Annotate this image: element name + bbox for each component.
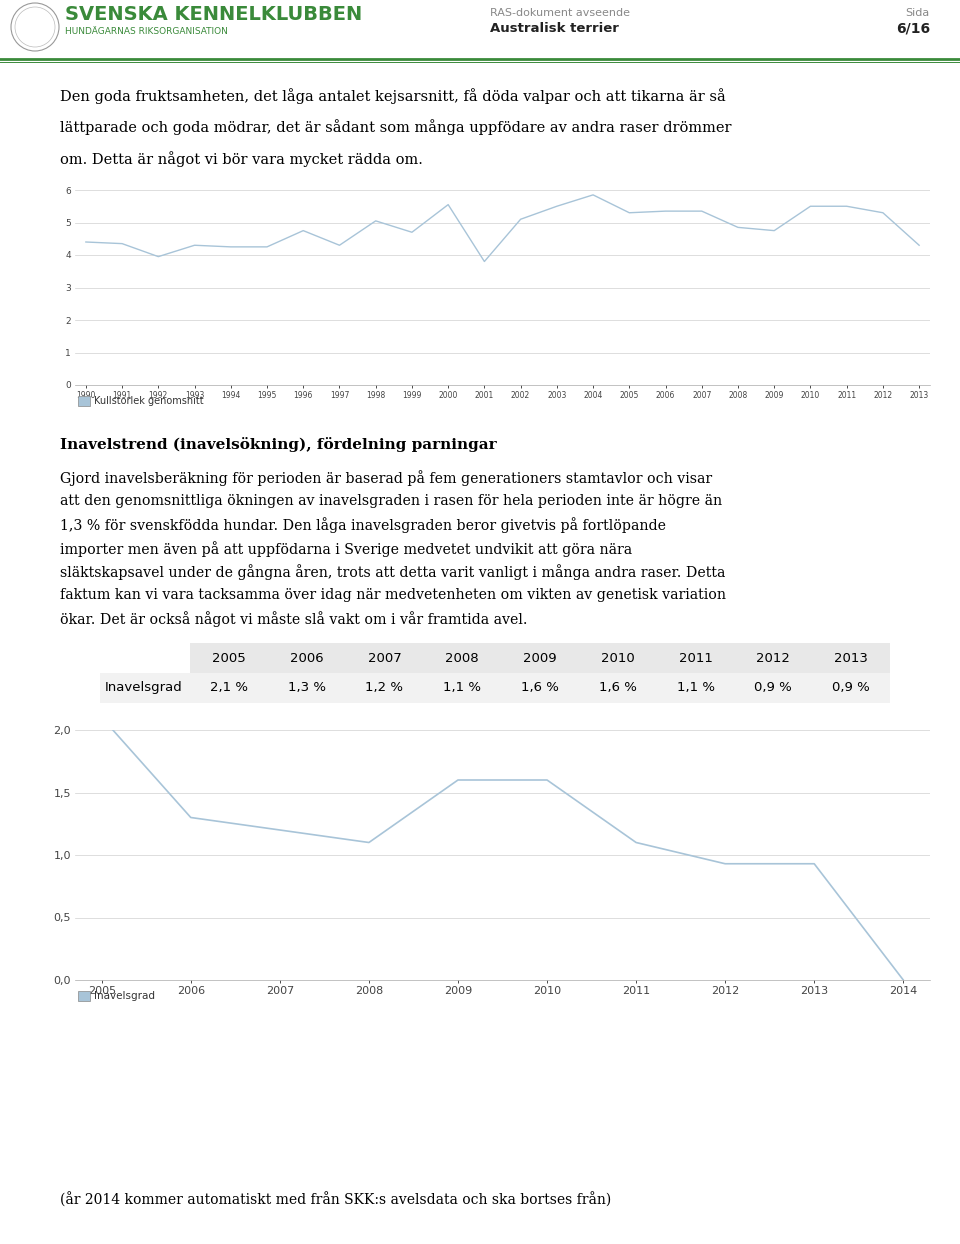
Text: släktskapsavel under de gångna åren, trots att detta varit vanligt i många andra: släktskapsavel under de gångna åren, tro… <box>60 565 726 580</box>
Text: 2005: 2005 <box>212 652 246 664</box>
Text: 2012: 2012 <box>756 652 790 664</box>
Text: 2,1 %: 2,1 % <box>210 682 248 694</box>
Text: ökar. Det är också något vi måste slå vakt om i vår framtida avel.: ökar. Det är också något vi måste slå va… <box>60 612 527 627</box>
Text: 2008: 2008 <box>445 652 479 664</box>
Text: Australisk terrier: Australisk terrier <box>490 22 619 36</box>
Text: att den genomsnittliga ökningen av inavelsgraden i rasen för hela perioden inte : att den genomsnittliga ökningen av inave… <box>60 494 722 508</box>
Bar <box>78 991 90 1001</box>
Text: 2011: 2011 <box>679 652 712 664</box>
Text: 2010: 2010 <box>601 652 635 664</box>
Text: Kullstorlek genomsnitt: Kullstorlek genomsnitt <box>94 396 204 406</box>
Bar <box>100 673 890 703</box>
Text: HUNDÄGARNAS RIKSORGANISATION: HUNDÄGARNAS RIKSORGANISATION <box>65 27 228 36</box>
Text: 1,6 %: 1,6 % <box>599 682 636 694</box>
Text: Inavelsgrad: Inavelsgrad <box>105 682 182 694</box>
Text: (år 2014 kommer automatiskt med från SKK:s avelsdata och ska bortses från): (år 2014 kommer automatiskt med från SKK… <box>60 1193 612 1208</box>
Text: Den goda fruktsamheten, det låga antalet kejsarsnitt, få döda valpar och att tik: Den goda fruktsamheten, det låga antalet… <box>60 88 726 103</box>
Text: 0,9 %: 0,9 % <box>755 682 792 694</box>
Text: om. Detta är något vi bör vara mycket rädda om.: om. Detta är något vi bör vara mycket rä… <box>60 152 422 167</box>
Text: 2013: 2013 <box>834 652 868 664</box>
Text: faktum kan vi vara tacksamma över idag när medvetenheten om vikten av genetisk v: faktum kan vi vara tacksamma över idag n… <box>60 588 726 602</box>
Bar <box>78 396 90 406</box>
Text: Gjord inavelsberäkning för perioden är baserad på fem generationers stamtavlor o: Gjord inavelsberäkning för perioden är b… <box>60 470 712 486</box>
Text: 2006: 2006 <box>290 652 324 664</box>
Text: SVENSKA KENNELKLUBBEN: SVENSKA KENNELKLUBBEN <box>65 5 362 25</box>
Text: RAS-dokument avseende: RAS-dokument avseende <box>490 7 630 17</box>
Text: lättparade och goda mödrar, det är sådant som många uppfödare av andra raser drö: lättparade och goda mödrar, det är sådan… <box>60 119 732 136</box>
Text: 1,3 %: 1,3 % <box>288 682 325 694</box>
Text: importer men även på att uppfödarna i Sverige medvetet undvikit att göra nära: importer men även på att uppfödarna i Sv… <box>60 541 632 556</box>
Text: 6/16: 6/16 <box>896 22 930 36</box>
Text: 1,3 % för svenskfödda hundar. Den låga inavelsgraden beror givetvis på fortlöpan: 1,3 % för svenskfödda hundar. Den låga i… <box>60 518 666 534</box>
Text: 2007: 2007 <box>368 652 401 664</box>
Text: 0,9 %: 0,9 % <box>832 682 870 694</box>
Text: 1,2 %: 1,2 % <box>366 682 403 694</box>
Text: 1,1 %: 1,1 % <box>444 682 481 694</box>
Text: Inavelstrend (inavelsökning), fördelning parningar: Inavelstrend (inavelsökning), fördelning… <box>60 437 496 452</box>
Bar <box>190 643 890 673</box>
Text: Sida: Sida <box>905 7 930 17</box>
Text: Inavelsgrad: Inavelsgrad <box>94 991 155 1001</box>
Text: 1,6 %: 1,6 % <box>521 682 559 694</box>
Text: 1,1 %: 1,1 % <box>677 682 714 694</box>
Text: 2009: 2009 <box>523 652 557 664</box>
